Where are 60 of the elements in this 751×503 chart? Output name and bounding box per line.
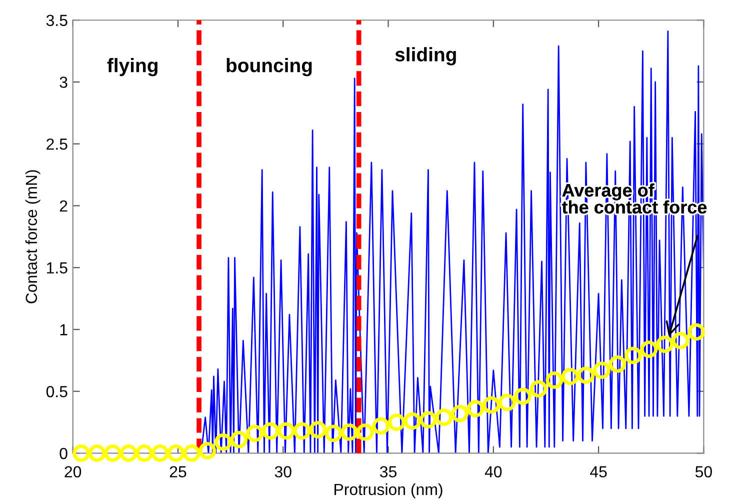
point [498,394,516,412]
x-tick-label: 40 [484,466,502,478]
point [482,396,500,414]
x-tick-label: 20 [64,466,82,478]
point [182,444,200,462]
y-tick-label: 0.5 [46,386,68,398]
point [72,444,90,462]
point [278,422,295,440]
point [120,444,138,462]
point [136,444,154,462]
point [420,411,437,428]
point [640,340,658,358]
point [324,424,342,442]
point [624,346,642,364]
x-tick-label: 50 [695,466,712,478]
x-tick-label: 45 [590,466,607,478]
point [672,332,690,350]
annotation: sliding [395,47,456,66]
point [466,400,484,418]
y-tick-label: 2 [60,200,68,212]
point [404,412,422,430]
x-tick-label: 25 [170,466,186,478]
point [262,422,280,440]
x-axis-title: Protrusion (nm) [334,483,442,498]
point [593,362,610,379]
y-tick-label: 0 [60,448,68,460]
point [577,366,595,384]
point [656,336,674,353]
point [435,408,453,426]
point [372,417,390,435]
point [451,404,468,422]
point [514,388,532,405]
y-tick-label: 1.5 [47,262,68,274]
y-tick-label: 3.5 [46,14,68,26]
y-tick-label: 2.5 [46,138,68,150]
y-tick-label: 3 [60,76,68,88]
point [246,424,264,442]
point [340,423,358,441]
point [151,444,169,462]
point [230,430,248,448]
point [546,372,564,389]
point [214,433,232,451]
point [293,422,311,440]
y-tick-label: 1 [60,324,68,336]
point [167,444,185,462]
x-tick-label: 30 [274,466,292,478]
annotation: bouncing [226,58,312,76]
annotation: flying [107,58,158,76]
point [388,414,406,431]
point [530,380,548,398]
point [688,323,706,341]
point [104,444,122,462]
point [88,444,106,462]
point [608,355,626,373]
y-axis-title: Contact force (mN) [25,170,40,304]
x-tick-label: 35 [380,466,396,478]
point [198,442,216,460]
point [561,368,579,386]
point [356,423,374,441]
point [309,421,327,438]
